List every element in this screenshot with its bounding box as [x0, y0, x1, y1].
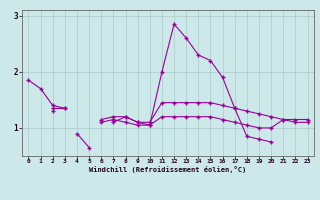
X-axis label: Windchill (Refroidissement éolien,°C): Windchill (Refroidissement éolien,°C)	[89, 166, 247, 173]
